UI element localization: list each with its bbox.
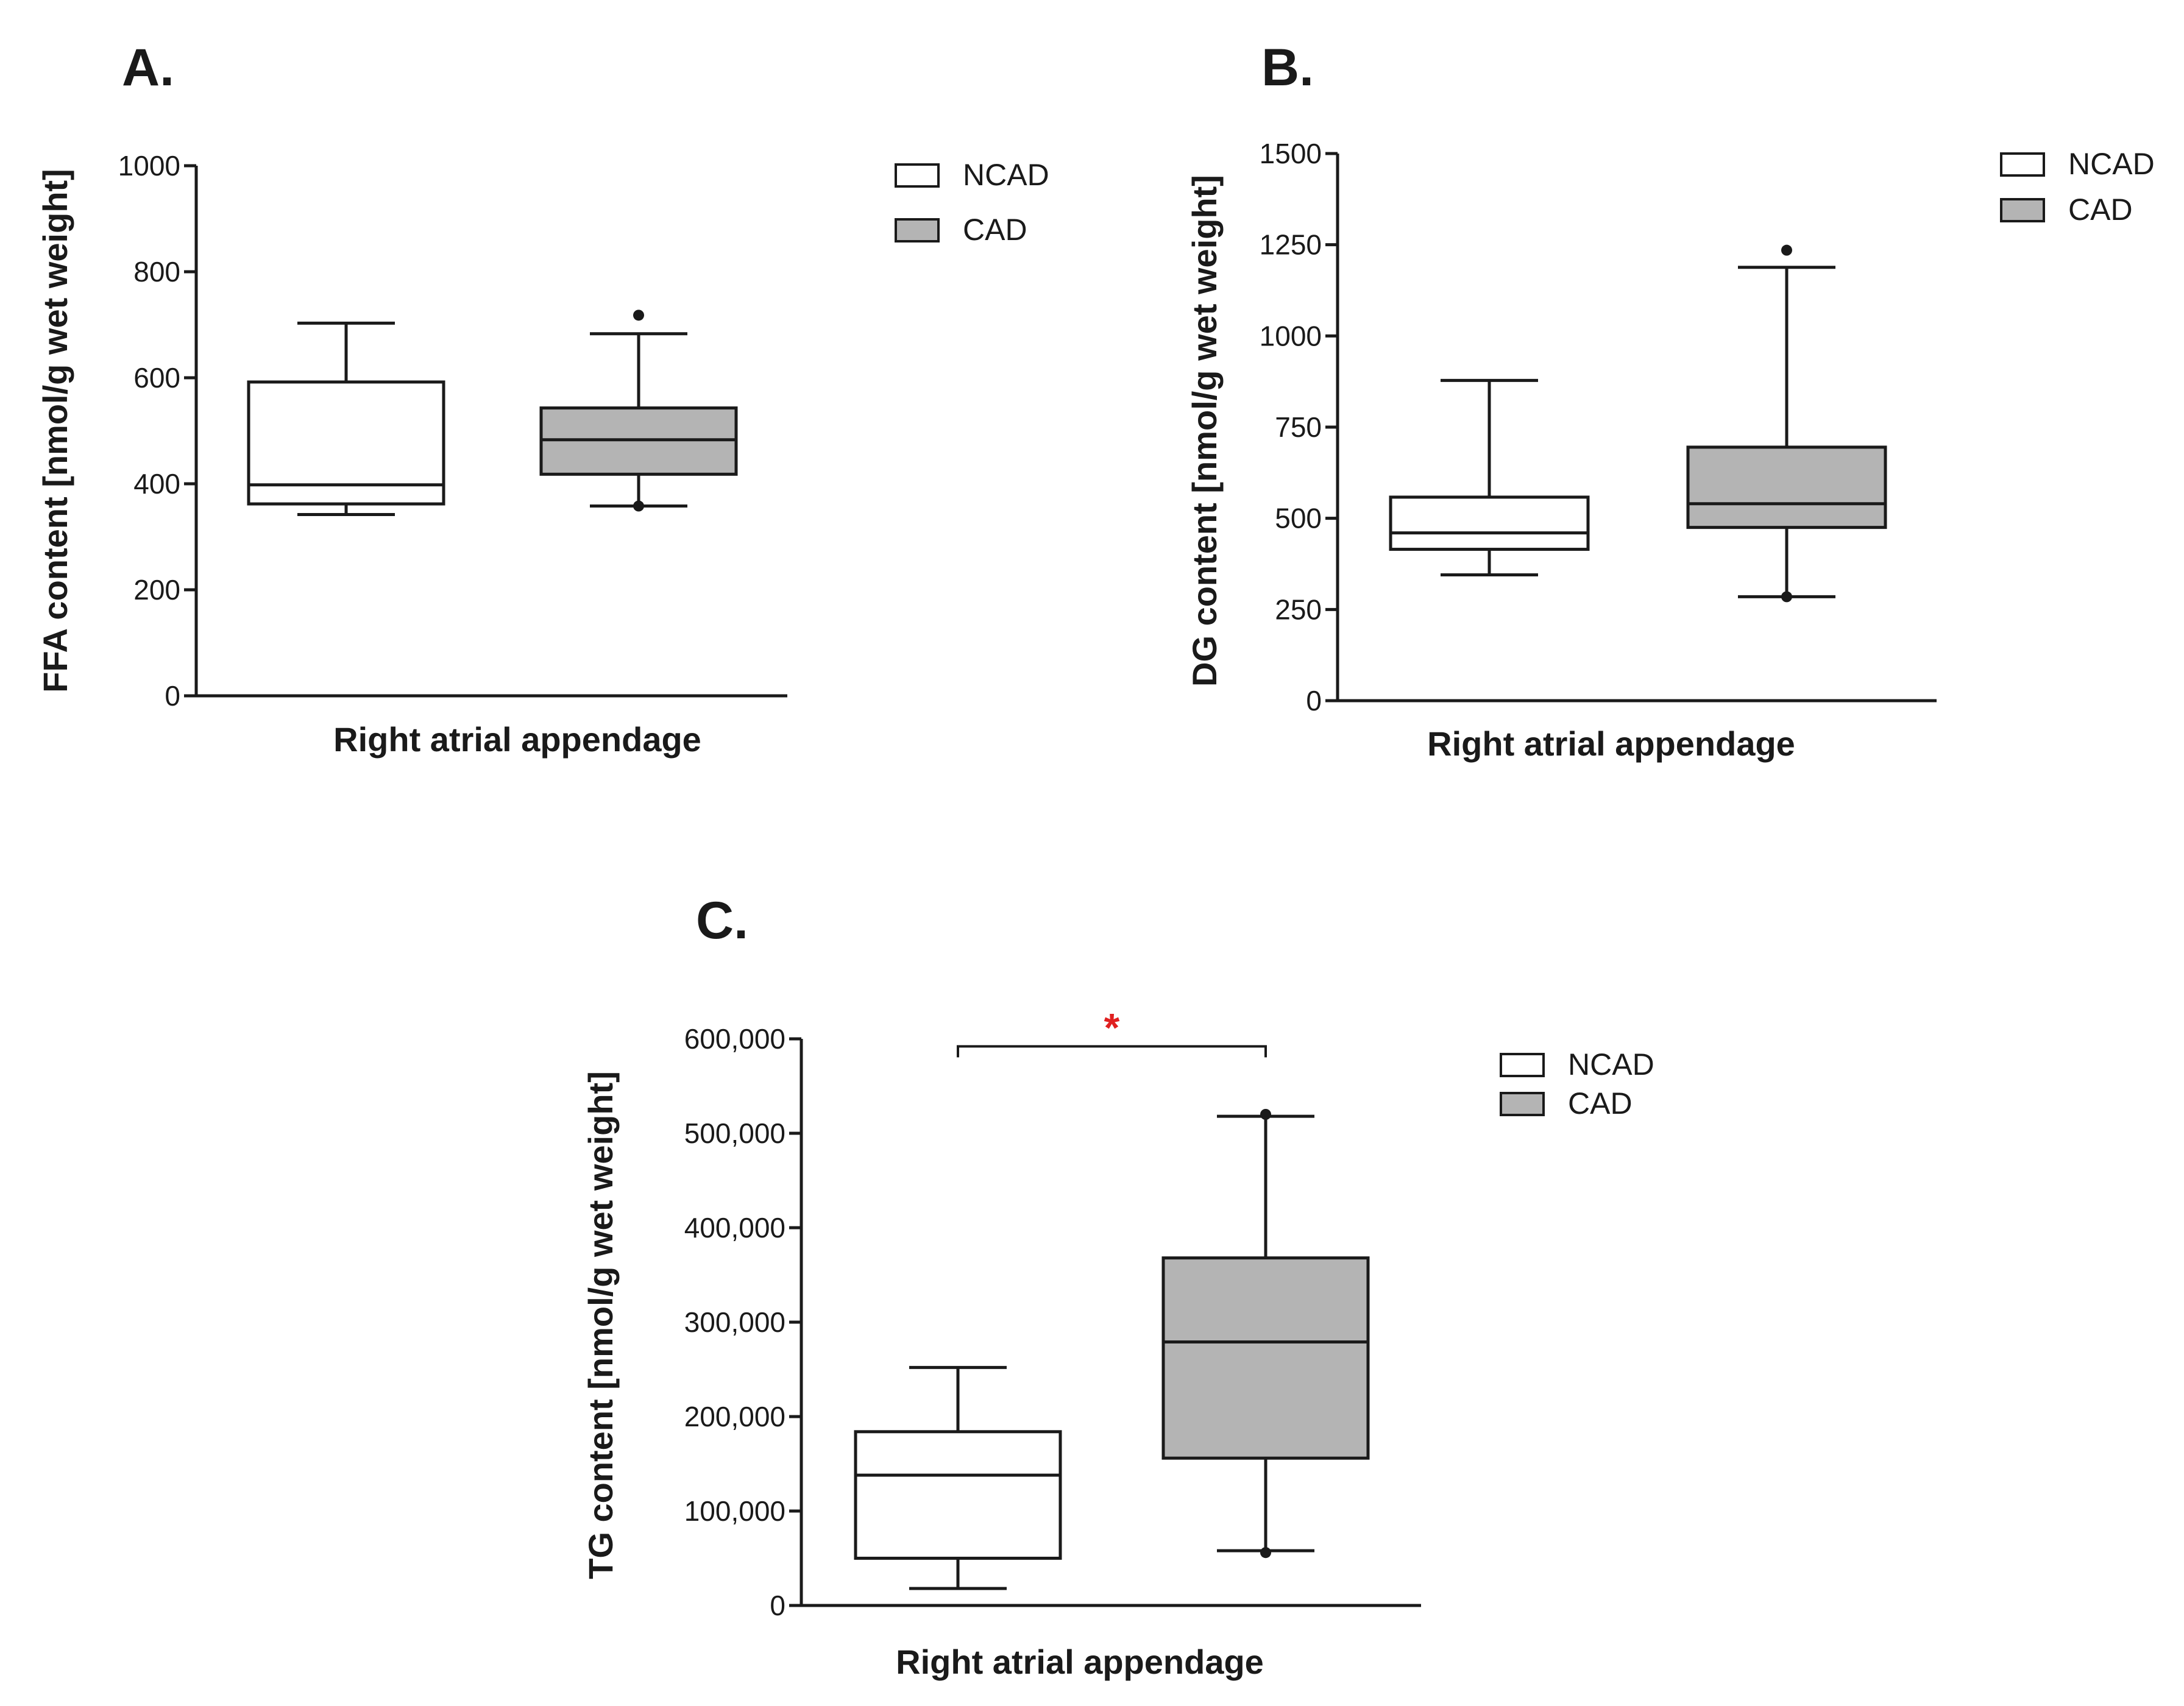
legend-label-cad: CAD [963,213,1027,247]
outlier-point-cad [1260,1547,1271,1559]
panel-letter: C. [696,891,748,950]
box-ncad [1389,495,1590,551]
panel-b-dg: B. 0 250 500 750 1000 1250 1500 Right atrial app… [1185,38,2155,763]
y-tick-label: 500,000 [684,1117,785,1149]
x-axis-title: Right atrial appendage [333,720,701,759]
y-tick-label: 0 [165,680,180,712]
y-axis-title: FFA content [nmol/g wet weight] [36,169,74,693]
legend-swatch-cad [895,218,940,242]
y-tick-label: 750 [1275,411,1322,443]
outlier-point-cad [633,310,644,321]
y-tick-label: 1500 [1260,138,1322,169]
panel-letter: B. [1261,38,1314,97]
legend-swatch-ncad [895,163,940,188]
box-cad [1161,1256,1370,1460]
x-axis-title: Right atrial appendage [896,1643,1264,1681]
y-tick-label: 100,000 [684,1495,785,1527]
y-tick-label: 500 [1275,503,1322,534]
legend-label-ncad: NCAD [1568,1047,1654,1081]
legend-swatch-cad [2000,198,2045,222]
y-tick-label: 200,000 [684,1401,785,1432]
y-tick-label: 800 [133,256,180,288]
y-tick-label: 600 [133,362,180,394]
outlier-point-cad [1781,591,1792,603]
y-axis-title: DG content [nmol/g wet weight] [1185,175,1224,687]
legend-label-cad: CAD [2068,193,2133,227]
legend-label-ncad: NCAD [963,158,1049,192]
outlier-point-cad [633,500,644,512]
y-tick-label: 300,000 [684,1306,785,1338]
panel-letter: A. [122,38,174,97]
y-tick-label: 1250 [1260,229,1322,261]
outlier-point-cad [1260,1109,1271,1120]
y-tick-label: 600,000 [684,1023,785,1055]
y-tick-label: 1000 [118,150,180,182]
box-cad [1686,445,1887,529]
significance-bracket [957,1045,1267,1058]
legend-swatch-cad [1500,1092,1545,1116]
panel-a-ffa: A. 0 200 400 600 800 1000 Right atrial appendag… [36,38,1049,759]
y-tick-label: 250 [1275,593,1322,625]
legend-label-cad: CAD [1568,1086,1633,1120]
box-ncad [854,1430,1062,1560]
y-tick-label: 1000 [1260,320,1322,352]
y-tick-label: 400 [133,468,180,500]
x-axis-title: Right atrial appendage [1427,724,1795,763]
significance-asterisk: * [1104,1005,1120,1050]
y-tick-label: 400,000 [684,1212,785,1244]
y-tick-label: 0 [1306,685,1322,717]
outlier-point-cad [1781,244,1792,256]
y-axis-title: TG content [nmol/g wet weight] [581,1071,620,1579]
legend-swatch-ncad [2000,152,2045,177]
legend-label-ncad: NCAD [2068,147,2155,181]
y-tick-label: 0 [770,1590,785,1621]
legend-swatch-ncad [1500,1053,1545,1077]
panel-c-tg: C. 0 100,000 200,000 300,000 400,000 500,000 60… [581,891,1654,1681]
y-tick-label: 200 [133,574,180,606]
